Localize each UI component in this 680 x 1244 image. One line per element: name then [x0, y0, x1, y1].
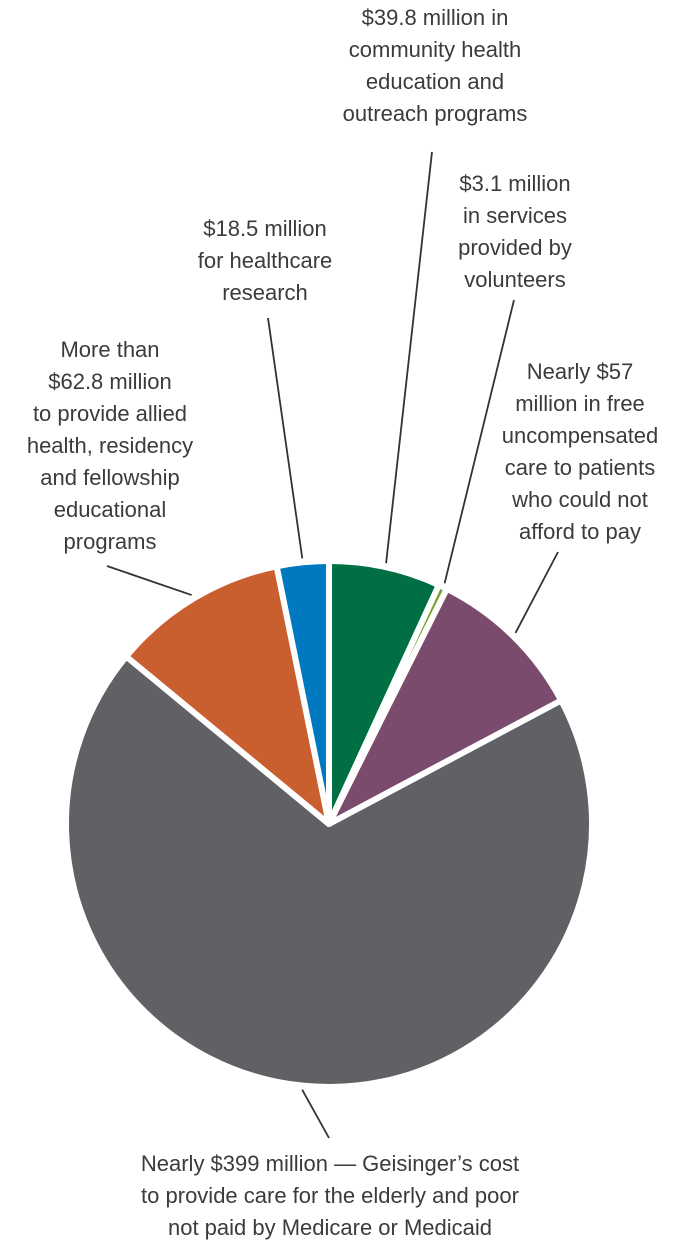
label-line: education and: [365, 69, 505, 94]
label-line: health, residency: [26, 433, 194, 458]
label-line: and fellowship: [40, 465, 180, 490]
label-line: million in free: [515, 391, 645, 416]
leader-line: [267, 317, 304, 559]
label-line: uncompensated: [501, 423, 659, 448]
leader-line: [514, 551, 559, 634]
label-line: for healthcare: [197, 248, 333, 273]
label-line: More than: [60, 337, 160, 362]
label-line: not paid by Medicare or Medicaid: [167, 1215, 493, 1240]
label-line: to provide allied: [32, 401, 188, 426]
label-line: $3.1 million: [459, 171, 571, 196]
label-line: research: [222, 280, 308, 305]
label-line: educational: [53, 497, 167, 522]
label-line: who could not: [512, 487, 648, 512]
label-line: programs: [63, 529, 157, 554]
label-line: Nearly $399 million — Geisinger’s cost: [140, 1151, 520, 1176]
label-line: provided by: [458, 235, 572, 260]
pie-slice: [326, 585, 565, 827]
leader-line: [385, 151, 433, 564]
label-line: volunteers: [464, 267, 566, 292]
label-community-health: $39.8 million in community health educatio…: [300, 2, 570, 130]
pie-slice: [63, 653, 595, 1090]
label-line: in services: [463, 203, 567, 228]
pie-slice: [123, 563, 332, 827]
label-line: community health: [348, 37, 522, 62]
label-line: $39.8 million in: [361, 5, 509, 30]
leader-line: [443, 299, 515, 584]
label-line: afford to pay: [519, 519, 641, 544]
label-line: $18.5 million: [203, 216, 327, 241]
leader-line: [301, 1089, 330, 1139]
label-line: outreach programs: [342, 101, 528, 126]
label-allied-health: More than $62.8 million to provide allied h…: [0, 334, 220, 558]
leader-line: [106, 565, 192, 596]
label-medicare-medicaid: Nearly $399 million — Geisinger’s cost to…: [80, 1148, 580, 1244]
label-line: $62.8 million: [48, 369, 172, 394]
label-line: care to patients: [504, 455, 656, 480]
label-healthcare-research: $18.5 million for healthcare research: [160, 213, 370, 309]
label-volunteers: $3.1 million in services provided by volunt…: [430, 168, 600, 296]
label-line: to provide care for the elderly and poor: [141, 1183, 519, 1208]
label-line: Nearly $57: [526, 359, 634, 384]
label-uncompensated-care: Nearly $57 million in free uncompensated ca…: [480, 356, 680, 548]
pie-slice: [273, 558, 332, 827]
